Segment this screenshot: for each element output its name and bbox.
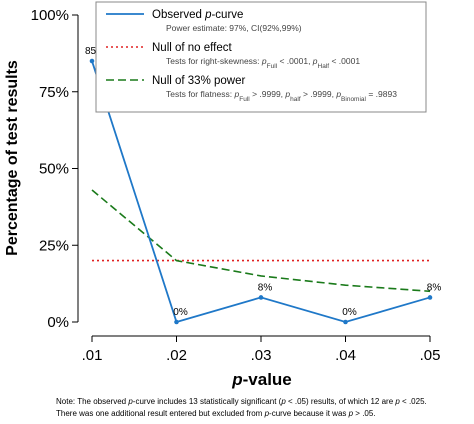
- legend: Observed p-curve Power estimate: 97%, CI(…: [96, 2, 426, 112]
- x-tick-label: .01: [82, 347, 103, 364]
- legend-label-2: Null of 33% power: [152, 75, 245, 87]
- data-label: 8%: [427, 282, 442, 293]
- data-point: [90, 59, 95, 64]
- x-axis-label: p-value: [231, 370, 292, 389]
- note-line-2: There was one additional result entered …: [56, 408, 474, 420]
- x-axis-label-rest: -value: [243, 370, 292, 389]
- x-axis-label-italic: p: [231, 370, 242, 389]
- y-tick-label: 75%: [39, 84, 69, 101]
- note: Note: The observed p-curve includes 13 s…: [56, 396, 474, 420]
- data-point: [174, 320, 179, 325]
- data-label: 0%: [173, 307, 188, 318]
- data-point: [259, 295, 264, 300]
- y-tick-label: 25%: [39, 237, 69, 254]
- p-curve-chart: 0%25%50%75%100%.01.02.03.04.05 85%0%8%0%…: [0, 0, 474, 396]
- legend-label-1: Null of no effect: [152, 42, 233, 54]
- data-point: [343, 320, 348, 325]
- x-tick-label: .03: [251, 347, 272, 364]
- legend-label-0: Observed p-curve: [152, 9, 243, 21]
- x-tick-label: .04: [335, 347, 356, 364]
- x-tick-label: .02: [166, 347, 187, 364]
- y-axis-label: Percentage of test results: [4, 60, 21, 256]
- legend-sublabel-0: Power estimate: 97%, CI(92%,99%): [166, 23, 302, 33]
- note-line-1: Note: The observed p-curve includes 13 s…: [56, 396, 474, 408]
- x-tick-label: .05: [420, 347, 441, 364]
- data-label: 8%: [258, 282, 273, 293]
- y-tick-label: 50%: [39, 161, 69, 178]
- data-point: [428, 295, 433, 300]
- y-tick-label: 100%: [31, 7, 69, 24]
- data-label: 0%: [342, 307, 357, 318]
- series-line-2: [92, 190, 430, 291]
- y-tick-label: 0%: [47, 314, 69, 331]
